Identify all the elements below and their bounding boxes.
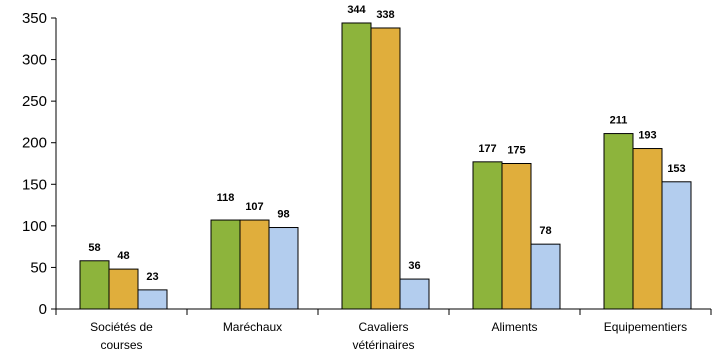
x-tick-label: Aliments xyxy=(491,320,537,334)
bar xyxy=(79,260,110,310)
data-label: 153 xyxy=(667,163,685,175)
bar xyxy=(501,163,532,310)
x-tick-label: Maréchaux xyxy=(223,320,282,334)
bar xyxy=(603,133,634,310)
data-label: 78 xyxy=(539,225,551,237)
data-label: 338 xyxy=(376,9,394,21)
y-tick-label: 300 xyxy=(22,52,47,69)
data-label: 58 xyxy=(88,242,100,254)
data-label: 193 xyxy=(638,130,656,142)
x-tick-label: Cavaliers vétérinaires xyxy=(352,320,414,352)
data-label: 211 xyxy=(610,115,628,127)
data-label: 98 xyxy=(277,209,289,221)
bar xyxy=(137,289,168,310)
data-label: 36 xyxy=(408,260,420,272)
bar xyxy=(239,219,270,310)
data-label: 107 xyxy=(245,201,263,213)
bar xyxy=(210,219,241,310)
y-tick-label: 250 xyxy=(22,93,47,110)
x-tick-label: Equipementiers xyxy=(604,320,687,334)
data-label: 175 xyxy=(507,145,525,157)
bar xyxy=(108,268,139,310)
bar xyxy=(370,27,401,310)
bar xyxy=(399,278,430,310)
data-label: 177 xyxy=(478,143,496,155)
bar xyxy=(268,227,299,310)
data-label: 48 xyxy=(117,250,129,262)
data-label: 23 xyxy=(146,271,158,283)
bars xyxy=(79,22,692,310)
y-tick-label: 150 xyxy=(22,176,47,193)
data-labels: 58 118 344 177 211 48 107 338 175 193 23 98 36 78 153 xyxy=(88,4,685,283)
y-tick-label: 0 xyxy=(39,301,47,318)
y-tick-label: 50 xyxy=(30,259,47,276)
bar xyxy=(530,243,561,310)
bar xyxy=(341,22,372,310)
y-tick-label: 350 xyxy=(22,10,47,27)
bar xyxy=(632,148,663,310)
axes: 0 50 100 150 200 250 300 350 Sociétés de courses M… xyxy=(22,10,712,352)
bar xyxy=(661,181,692,310)
x-tick-label: Sociétés de courses xyxy=(90,320,153,352)
data-label: 344 xyxy=(347,4,366,16)
data-label: 118 xyxy=(217,192,235,204)
y-tick-label: 100 xyxy=(22,218,47,235)
bar xyxy=(472,161,503,310)
y-tick-label: 200 xyxy=(22,135,47,152)
